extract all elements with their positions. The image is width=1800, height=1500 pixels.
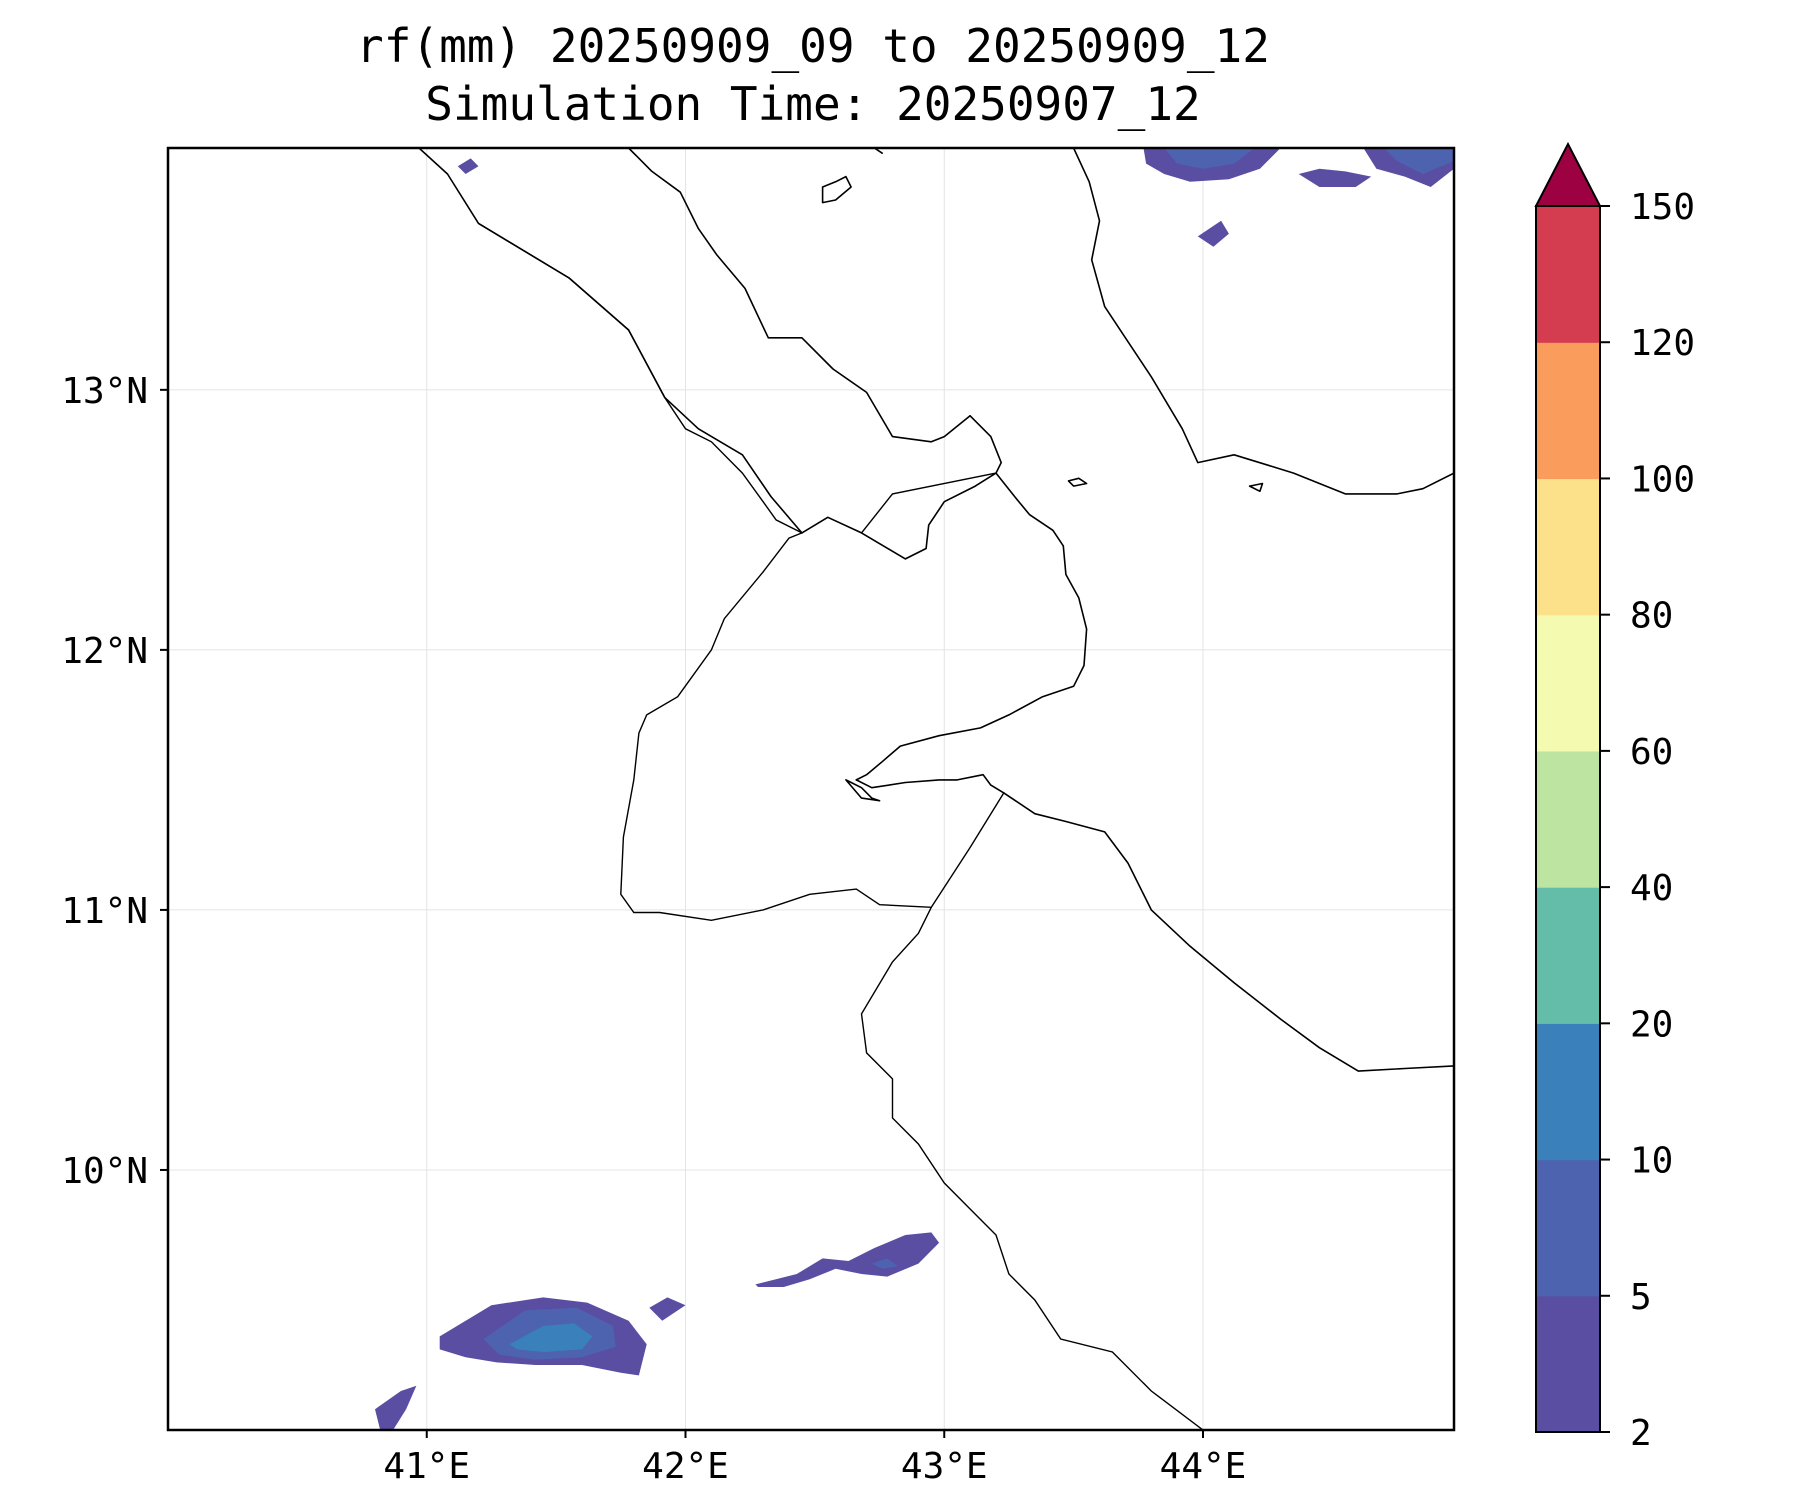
colorbar-tick-label: 150 <box>1630 187 1695 228</box>
colorbar-extend-arrow <box>1534 141 1602 207</box>
rain-cell <box>1384 148 1454 174</box>
rain-cell <box>509 1323 593 1352</box>
rain-cell <box>375 1385 417 1430</box>
rain-cell <box>1164 148 1255 169</box>
title-line-1: rf(mm) 20250909_09 to 20250909_12 <box>356 19 1270 73</box>
border-layer <box>478 222 1204 1430</box>
colorbar-tick-label: 20 <box>1630 1004 1673 1045</box>
lat-tick-label: 12°N <box>61 631 148 672</box>
lat-tick-label: 10°N <box>61 1151 148 1192</box>
lat-tick-label: 11°N <box>61 891 148 932</box>
rain-cell <box>871 1258 898 1269</box>
colorbar-segment <box>1536 614 1600 752</box>
colorbar-segment <box>1536 478 1600 616</box>
gridlines <box>168 148 1454 1430</box>
lon-tick-label: 44°E <box>1160 1446 1247 1487</box>
map-background <box>168 148 1454 1430</box>
colorbar-tick-label: 10 <box>1630 1141 1673 1182</box>
rain-cell <box>649 1297 686 1321</box>
colorbar-tick-label: 80 <box>1630 596 1673 637</box>
colorbar: 2 5 10 20 40 60 80 100 120 150 <box>1534 141 1695 1454</box>
colorbar-segment <box>1536 1295 1600 1433</box>
colorbar-tick-label: 60 <box>1630 732 1673 773</box>
colorbar-segment <box>1536 1159 1600 1297</box>
coastline <box>801 472 997 560</box>
country-border <box>860 906 1204 1430</box>
title-line-2: Simulation Time: 20250907_12 <box>425 77 1200 131</box>
lon-tick-label: 43°E <box>901 1446 988 1487</box>
lon-tick-label: 41°E <box>383 1446 470 1487</box>
colorbar-tick-label: 40 <box>1630 868 1673 909</box>
rain-cell <box>457 158 479 174</box>
map-panel: 41°E 42°E 43°E 44°E 13°N 12°N 11°N 10°N <box>61 146 1456 1487</box>
colorbar-segment <box>1536 206 1600 343</box>
coastline <box>855 472 1088 781</box>
coastline <box>855 773 1005 794</box>
coastline <box>845 779 881 802</box>
latitude-ticks: 13°N 12°N 11°N 10°N <box>61 371 168 1192</box>
colorbar-tick-label: 5 <box>1630 1277 1652 1318</box>
coastline <box>1067 477 1088 487</box>
colorbar-segment <box>1536 887 1600 1024</box>
coastline <box>821 175 852 204</box>
coastline <box>627 148 971 443</box>
country-border <box>860 472 997 534</box>
colorbar-tick-label: 100 <box>1630 459 1695 500</box>
colorbar-segment <box>1536 750 1600 888</box>
rain-layer <box>375 148 1454 1430</box>
rain-cell <box>1298 168 1372 187</box>
rain-cell <box>1197 220 1229 247</box>
colorbar-segment <box>1536 1023 1600 1161</box>
coastline <box>1072 148 1454 495</box>
rain-cell <box>755 1232 940 1287</box>
coastline <box>1002 792 1454 1072</box>
longitude-ticks: 41°E 42°E 43°E 44°E <box>383 1430 1246 1487</box>
coastline <box>969 414 1003 474</box>
colorbar-tick-label: 120 <box>1630 323 1695 364</box>
colorbar-tick-label: 2 <box>1630 1413 1652 1454</box>
lat-tick-label: 13°N <box>61 371 148 412</box>
colorbar-frame <box>1535 205 1601 1433</box>
map-frame <box>166 146 1456 1432</box>
country-border <box>620 532 1005 922</box>
country-border <box>478 222 803 534</box>
colorbar-segment <box>1536 342 1600 480</box>
lon-tick-label: 42°E <box>642 1446 729 1487</box>
coastline <box>1248 482 1264 493</box>
